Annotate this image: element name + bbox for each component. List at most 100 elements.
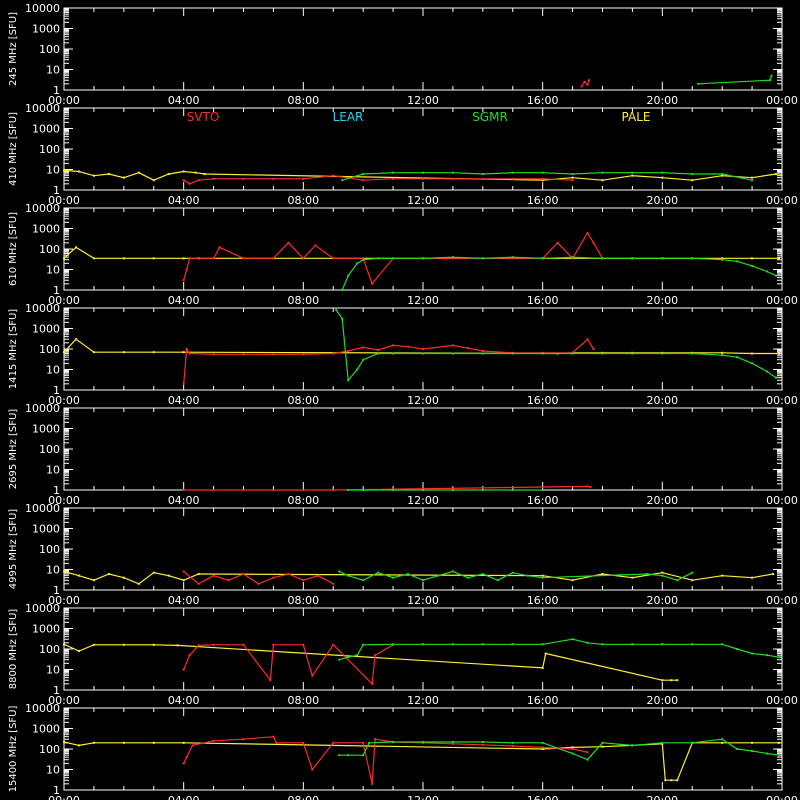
data-point xyxy=(631,576,634,579)
y-tick-label: 10 xyxy=(46,264,60,277)
data-point xyxy=(588,79,591,82)
data-point xyxy=(601,741,604,744)
data-point xyxy=(511,257,514,260)
series-sgmr xyxy=(697,74,773,85)
data-point xyxy=(751,352,754,355)
data-point xyxy=(511,352,514,355)
data-point xyxy=(601,179,604,182)
y-tick-label: 1000 xyxy=(32,123,60,136)
y-axis-label: 410 MHz [SFU] xyxy=(8,112,19,186)
data-point xyxy=(392,643,395,646)
y-tick-label: 100 xyxy=(39,643,60,656)
data-point xyxy=(167,173,170,176)
data-point xyxy=(583,80,586,83)
series-line xyxy=(63,246,779,259)
panel-3: 1 10 100 1000 10000 00:00 04:00 08:00 12:00 16:00… xyxy=(8,202,798,307)
data-point xyxy=(541,746,544,749)
data-point xyxy=(481,257,484,260)
x-tick-label: 00:00 xyxy=(48,394,80,407)
x-tick-label: 20:00 xyxy=(646,94,678,107)
data-point xyxy=(526,574,529,577)
x-tick-label: 00:00 xyxy=(48,94,80,107)
data-point xyxy=(362,579,365,582)
data-point xyxy=(317,574,320,577)
panel-frame xyxy=(63,607,783,691)
data-point xyxy=(194,171,197,174)
data-point xyxy=(586,338,589,341)
data-point xyxy=(188,654,191,657)
data-point xyxy=(451,177,454,180)
panel-7: 1 10 100 1000 10000 00:00 04:00 08:00 12:00 16:00… xyxy=(8,602,798,707)
data-point xyxy=(571,173,574,176)
data-point xyxy=(242,257,245,260)
data-point xyxy=(436,574,439,577)
data-point xyxy=(269,679,272,682)
series-line xyxy=(63,570,774,585)
data-point xyxy=(778,741,781,744)
x-tick-label: 20:00 xyxy=(646,594,678,607)
data-point xyxy=(182,762,185,765)
x-tick-label: 20:00 xyxy=(646,194,678,207)
data-point xyxy=(185,268,188,271)
data-point xyxy=(751,652,754,655)
data-point xyxy=(631,643,634,646)
data-point xyxy=(392,740,395,743)
x-tick-label: 00:00 xyxy=(48,294,80,307)
data-point xyxy=(242,738,245,741)
data-point xyxy=(182,382,185,385)
data-point xyxy=(212,574,215,577)
data-point xyxy=(664,779,667,782)
data-point xyxy=(356,654,359,657)
data-point xyxy=(137,582,140,585)
data-point xyxy=(182,279,185,282)
data-point xyxy=(451,344,454,347)
x-tick-label: 20:00 xyxy=(646,394,678,407)
panel-frame xyxy=(63,7,783,91)
series-svto xyxy=(182,338,595,385)
series-pale xyxy=(63,338,781,355)
y-tick-label: 1 xyxy=(53,684,60,697)
data-point xyxy=(77,170,80,173)
data-point xyxy=(466,576,469,579)
data-point xyxy=(592,348,595,350)
x-tick-label: 20:00 xyxy=(646,794,678,800)
x-tick-label: 00:00 xyxy=(48,794,80,800)
data-point xyxy=(751,264,754,267)
series-line xyxy=(183,571,334,585)
y-tick-label: 1000 xyxy=(32,223,60,236)
data-point xyxy=(775,376,778,379)
y-tick-label: 1000 xyxy=(32,723,60,736)
data-point xyxy=(122,176,125,179)
y-axis-label: 8800 MHz [SFU] xyxy=(8,609,19,690)
x-tick-label: 04:00 xyxy=(168,394,200,407)
data-point xyxy=(332,257,335,260)
series-svto xyxy=(182,231,604,286)
y-axis-label: 4995 MHz [SFU] xyxy=(8,509,19,590)
data-point xyxy=(332,643,335,646)
data-point xyxy=(182,668,185,671)
data-point xyxy=(751,362,754,365)
data-point xyxy=(302,353,305,356)
data-point xyxy=(751,741,754,744)
data-point xyxy=(122,741,125,744)
x-tick-label: 00:00 xyxy=(766,594,798,607)
data-point xyxy=(332,741,335,744)
data-point xyxy=(451,742,454,745)
data-point xyxy=(63,257,65,260)
series-pale xyxy=(63,246,781,260)
data-point xyxy=(601,745,604,748)
data-point xyxy=(691,579,694,582)
data-point xyxy=(63,740,65,743)
panel-1: 1 10 100 1000 10000 00:00 04:00 08:00 12:00 16:00… xyxy=(8,2,798,107)
data-point xyxy=(302,579,305,582)
data-point xyxy=(107,573,110,576)
data-point xyxy=(778,257,781,260)
data-point xyxy=(511,741,514,744)
x-tick-label: 12:00 xyxy=(407,494,439,507)
data-point xyxy=(661,741,664,744)
y-tick-label: 10 xyxy=(46,64,60,77)
y-tick-label: 1 xyxy=(53,784,60,797)
data-point xyxy=(302,177,305,180)
data-point xyxy=(362,173,365,176)
x-tick-label: 08:00 xyxy=(287,394,319,407)
